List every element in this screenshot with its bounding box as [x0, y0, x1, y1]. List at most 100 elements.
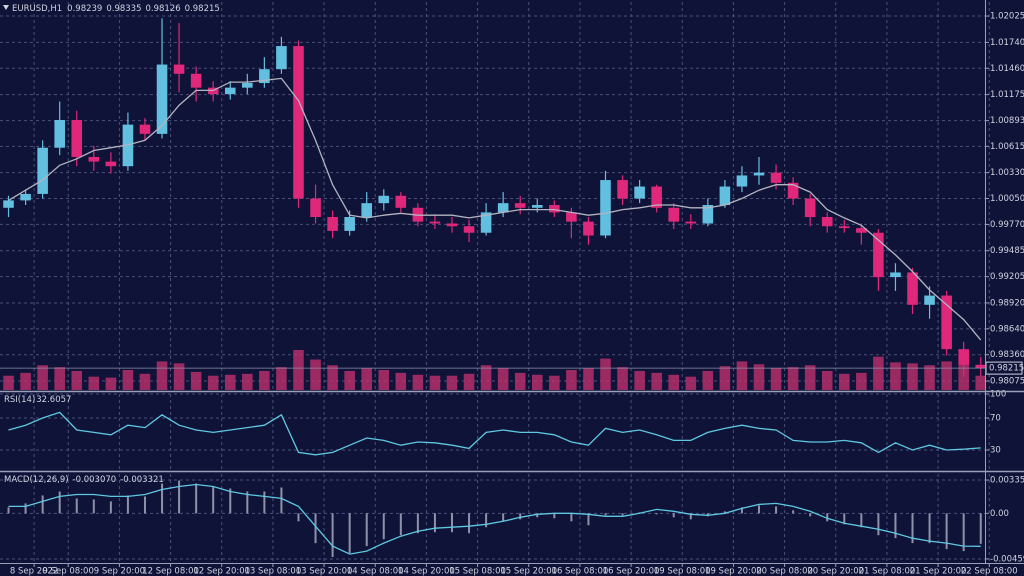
macd-bar — [758, 505, 761, 514]
macd-bar — [894, 513, 897, 539]
macd-bar — [399, 513, 402, 536]
candle-body — [804, 198, 816, 218]
x-tick-label: 22 Sep 08:00 — [961, 567, 1018, 576]
macd-bar — [911, 513, 914, 544]
macd-bar — [468, 513, 471, 534]
x-tick-label: 16 Sep 08:00 — [552, 567, 609, 576]
volume-bar — [497, 368, 509, 390]
volume-bar — [668, 374, 680, 390]
macd-title: MACD(12,26,9) — [4, 475, 69, 485]
macd-bar — [263, 491, 266, 514]
candle-body — [105, 161, 117, 167]
low: 0.98126 — [145, 4, 180, 14]
macd-value: -0.003070 — [73, 475, 117, 485]
x-tick-label: 16 Sep 20:00 — [603, 567, 660, 576]
volume-bar — [958, 364, 969, 390]
candle-body — [668, 207, 680, 222]
volume-bar — [54, 367, 65, 390]
macd-bar — [843, 513, 846, 525]
candle-body — [719, 186, 731, 206]
y-tick-label: 0.98640 — [990, 324, 1024, 334]
macd-bar — [723, 511, 726, 514]
volume-bar — [242, 373, 253, 390]
candle-body — [293, 46, 304, 199]
macd-bar — [979, 513, 982, 544]
macd-bar — [58, 491, 61, 514]
volume-bar — [787, 367, 799, 390]
x-tick-label: 20 Sep 08:00 — [756, 567, 813, 576]
rsi-line — [8, 411, 981, 456]
candle-body — [480, 212, 492, 233]
candle-body — [276, 46, 287, 70]
x-tick-label: 20 Sep 20:00 — [807, 567, 864, 576]
candle-body — [378, 195, 390, 204]
volume-bar — [20, 372, 31, 390]
macd-bar — [348, 513, 351, 554]
candle-body — [685, 221, 697, 224]
x-tick-label: 13 Sep 08:00 — [245, 567, 302, 576]
macd-bar — [331, 513, 334, 558]
chart-header: EURUSD,H1 0.98239 0.98335 0.98126 0.98215 — [12, 4, 220, 14]
symbol-menu-icon[interactable] — [3, 5, 9, 10]
macd-header: MACD(12,26,9) -0.003070 -0.003321 — [4, 475, 164, 485]
volume-bar — [122, 370, 134, 390]
candle-body — [88, 156, 100, 162]
volume-bar — [531, 374, 543, 390]
volume-bar — [71, 370, 83, 390]
candle-body — [890, 272, 901, 278]
x-tick-label: 9 Sep 08:00 — [43, 567, 94, 576]
candle-body — [20, 193, 31, 201]
macd-bar — [621, 513, 624, 516]
candle-body — [753, 172, 765, 176]
volume-bar — [310, 359, 321, 390]
volume-bar — [344, 370, 355, 390]
macd-bar — [809, 513, 812, 517]
macd-bar — [109, 501, 112, 514]
volume-bar — [856, 372, 867, 390]
candle-body — [514, 203, 526, 208]
volume-bar — [429, 375, 441, 390]
macd-bar — [161, 483, 164, 514]
macd-bar — [740, 507, 743, 514]
volume-bar — [293, 350, 304, 390]
x-tick-label: 19 Sep 08:00 — [654, 567, 711, 576]
x-tick-label: 14 Sep 08:00 — [347, 567, 404, 576]
volume-bar — [3, 375, 14, 390]
macd-bar — [92, 499, 95, 514]
volume-bar — [583, 368, 594, 390]
rsi-header: RSI(14)32.6057 — [4, 395, 71, 405]
y-tick-label: 1.02025 — [990, 12, 1024, 22]
y-tick-label: 0.00 — [990, 509, 1009, 519]
candle-body — [37, 147, 48, 194]
volume-bar — [480, 365, 492, 390]
x-tick-label: 14 Sep 20:00 — [398, 567, 455, 576]
volume-bar — [139, 373, 151, 390]
signal-value: -0.003321 — [120, 475, 164, 485]
volume-bar — [975, 375, 987, 390]
volume-bar — [259, 370, 270, 390]
y-tick-label: 1.01175 — [990, 90, 1024, 100]
macd-bar — [365, 513, 368, 547]
y-tick-label: -0.004594 — [990, 554, 1024, 564]
macd-bar — [382, 513, 385, 540]
y-tick-label: 1.00330 — [990, 168, 1024, 178]
candle-body — [975, 364, 987, 369]
candle-body — [463, 226, 475, 233]
volume-bar — [719, 366, 731, 390]
macd-bar — [24, 503, 27, 514]
macd-bar — [962, 513, 965, 552]
macd-bar — [7, 507, 10, 514]
candle-body — [173, 64, 185, 74]
volume-bar — [890, 362, 901, 390]
high: 0.98335 — [106, 4, 141, 14]
x-tick-label: 9 Sep 20:00 — [94, 567, 145, 576]
volume-bar — [873, 356, 884, 390]
candle-body — [446, 223, 458, 227]
macd-bar — [502, 513, 505, 522]
volume-bar — [804, 365, 816, 390]
candle-body — [856, 228, 867, 233]
y-tick-label: 0.99770 — [990, 220, 1024, 230]
candle-body — [838, 226, 850, 229]
y-tick-label: 0.98920 — [990, 298, 1024, 308]
macd-bar — [860, 513, 863, 528]
